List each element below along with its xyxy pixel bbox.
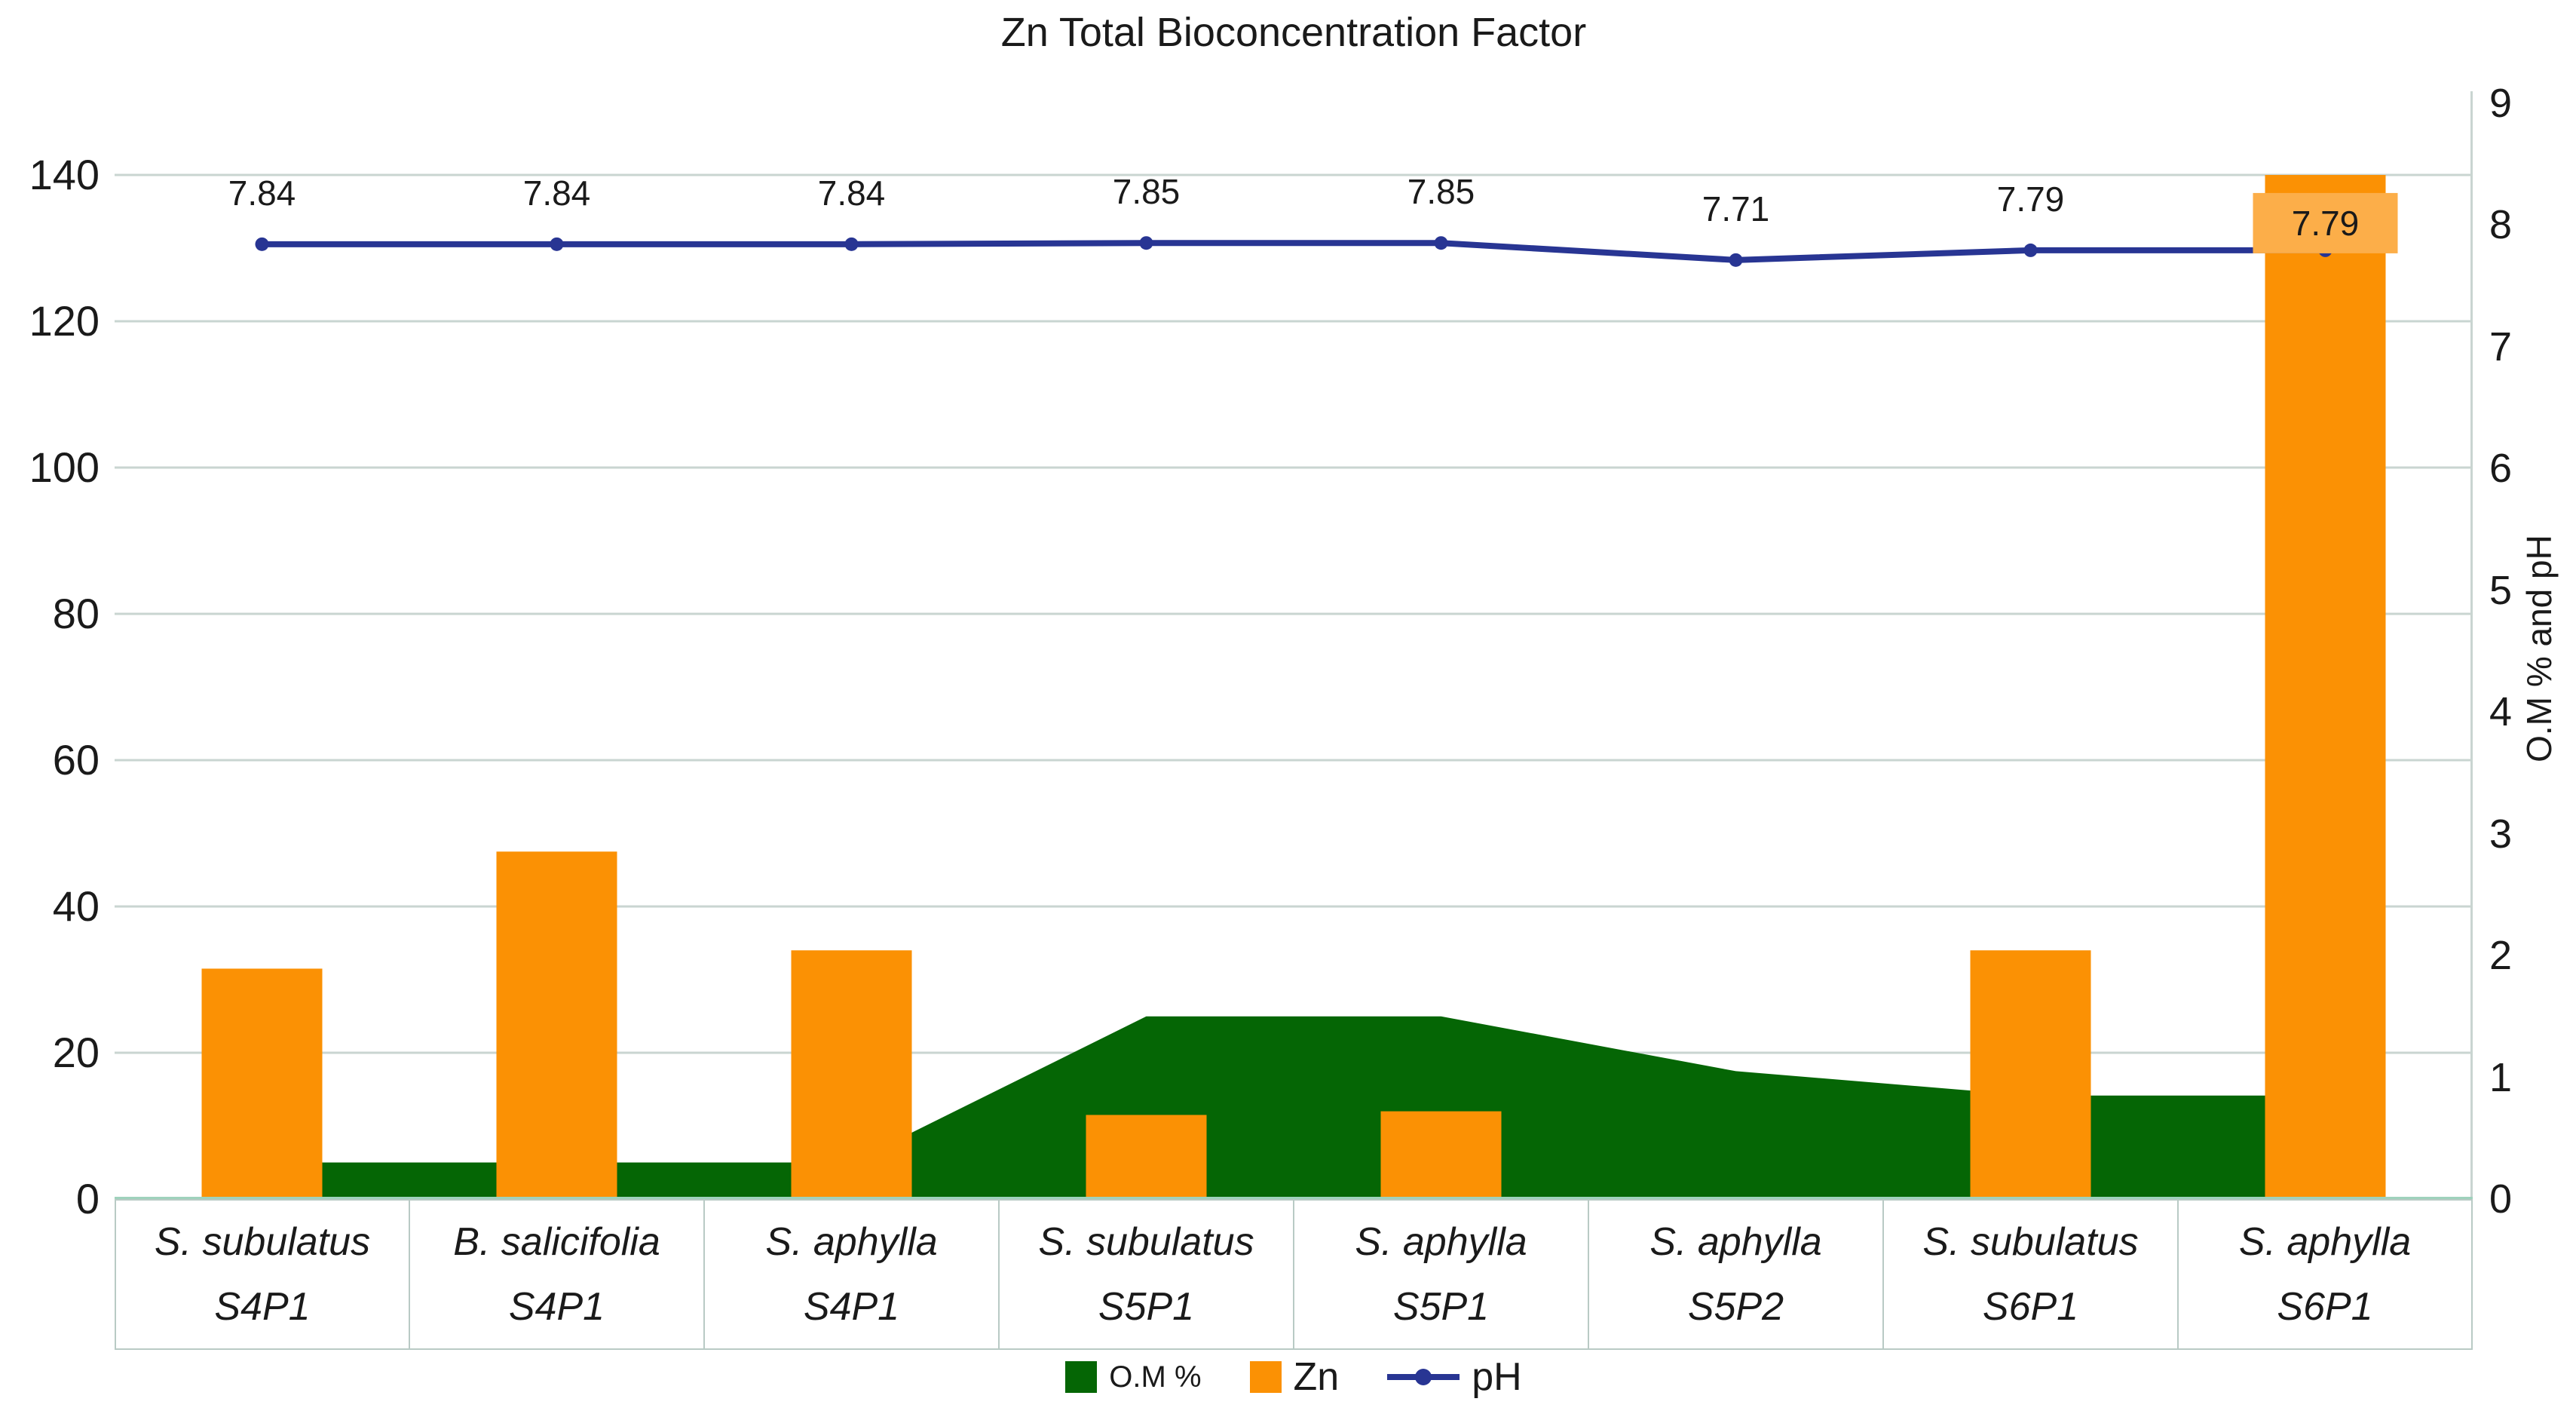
category-code-label: S5P2: [1687, 1284, 1784, 1329]
zn-bar: [1086, 1115, 1207, 1199]
legend-label: Zn: [1293, 1355, 1340, 1399]
left-axis-tick-label: 100: [29, 443, 100, 491]
zn-bar: [2265, 175, 2386, 1199]
left-axis-tick-label: 20: [52, 1029, 100, 1076]
legend-line-marker-icon: [1387, 1369, 1460, 1385]
category-species-label: S. subulatus: [1038, 1220, 1254, 1265]
zn-bar: [1970, 950, 2091, 1199]
category-species-label: B. salicifolia: [453, 1220, 660, 1265]
ph-marker: [255, 237, 269, 251]
right-axis-tick-label: 2: [2489, 933, 2513, 978]
category-cell: S. subulatus S5P1: [999, 1199, 1294, 1350]
category-code-label: S4P1: [803, 1284, 900, 1329]
legend-swatch-icon: [1249, 1361, 1282, 1393]
category-species-label: S. subulatus: [154, 1220, 371, 1265]
category-species-label: S. aphylla: [2238, 1220, 2412, 1265]
legend-swatch-icon: [1065, 1361, 1098, 1393]
ph-marker: [2023, 243, 2038, 257]
category-species-label: S. aphylla: [765, 1220, 938, 1265]
ph-data-label: 7.71: [1702, 189, 1770, 228]
legend-item-ph: pH: [1387, 1354, 1522, 1400]
ph-marker: [1139, 236, 1153, 250]
category-species-label: S. aphylla: [1649, 1220, 1822, 1265]
legend-label: pH: [1472, 1355, 1522, 1399]
ph-label-box: [2253, 192, 2398, 253]
legend: O.M % Zn pH: [115, 1354, 2473, 1400]
left-axis-tick-label: 0: [75, 1175, 100, 1222]
category-cell: S. aphylla S5P2: [1588, 1199, 1883, 1350]
zn-bar: [791, 950, 912, 1199]
right-axis-tick-label: 8: [2489, 202, 2513, 247]
right-axis-title: O.M % and pH: [2519, 535, 2559, 762]
plot-area: 7.84 7.84 7.84 7.85 7.85 7.71 7.79 7.79: [115, 91, 2473, 1199]
legend-item-zn: Zn: [1249, 1354, 1340, 1400]
right-axis-tick-label: 5: [2489, 567, 2513, 613]
ph-data-label: 7.85: [1113, 172, 1181, 211]
category-species-label: S. subulatus: [1922, 1220, 2139, 1265]
category-code-label: S6P1: [2277, 1284, 2373, 1329]
left-axis-tick-label: 40: [52, 882, 100, 930]
legend-item-om: O.M %: [1065, 1360, 1202, 1394]
right-axis-tick-label: 7: [2489, 324, 2513, 370]
left-axis-tick-label: 80: [52, 590, 100, 637]
zn-bar: [1380, 1111, 1502, 1199]
category-code-label: S4P1: [214, 1284, 311, 1329]
ph-marker: [550, 237, 564, 251]
category-code-label: S5P1: [1392, 1284, 1490, 1329]
ph-marker: [1729, 253, 1743, 267]
left-axis-tick-label: 120: [29, 297, 100, 345]
right-axis-tick-label: 6: [2489, 446, 2513, 491]
chart-title: Zn Total Bioconcentration Factor: [1000, 10, 1587, 55]
left-axis-tick-label: 60: [52, 736, 100, 784]
category-cell: S. subulatus S6P1: [1883, 1199, 2178, 1350]
right-axis-tick-label: 1: [2489, 1054, 2513, 1100]
right-axis-tick-label: 9: [2489, 80, 2513, 126]
category-code-label: S6P1: [1982, 1284, 2079, 1329]
ph-data-label: 7.85: [1407, 172, 1475, 211]
legend-label: O.M %: [1109, 1360, 1202, 1394]
ph-data-label: 7.79: [1997, 179, 2065, 219]
category-cell: S. aphylla S6P1: [2178, 1199, 2473, 1350]
ph-marker: [844, 237, 859, 251]
ph-data-label: 7.84: [523, 173, 591, 213]
ph-data-label: 7.84: [818, 173, 886, 213]
category-cell: S. subulatus S4P1: [115, 1199, 409, 1350]
category-cell: S. aphylla S4P1: [704, 1199, 999, 1350]
category-cell: B. salicifolia S4P1: [409, 1199, 704, 1350]
category-species-label: S. aphylla: [1355, 1220, 1527, 1265]
right-axis-tick-label: 3: [2489, 811, 2513, 857]
ph-data-label: 7.84: [228, 173, 296, 213]
right-axis-tick-label: 4: [2489, 689, 2513, 735]
zn-bar: [496, 851, 617, 1199]
category-cell: S. aphylla S5P1: [1294, 1199, 1588, 1350]
category-axis: S. subulatus S4P1 B. salicifolia S4P1 S. aph…: [115, 1199, 2473, 1350]
category-code-label: S4P1: [508, 1284, 605, 1329]
right-axis-title-wrap: O.M % and pH: [2516, 422, 2562, 875]
om-area: [262, 1016, 2326, 1199]
ph-marker: [1434, 236, 1448, 250]
ph-data-label: 7.79: [2292, 204, 2360, 243]
right-axis-tick-label: 0: [2489, 1176, 2513, 1222]
ph-line: [262, 240, 2326, 263]
category-code-label: S5P1: [1098, 1284, 1195, 1329]
zn-bar: [201, 968, 323, 1199]
left-axis-tick-label: 140: [29, 151, 100, 198]
